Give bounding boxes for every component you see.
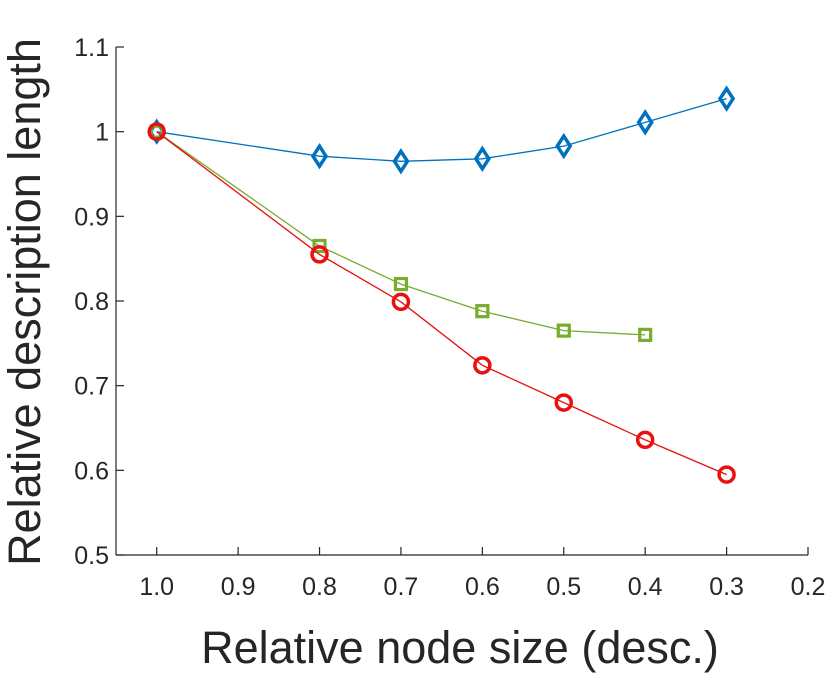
y-tick-label: 0.6 [74, 457, 109, 485]
square-series-point [556, 323, 571, 338]
x-tick-label: 0.9 [221, 573, 256, 601]
circle-series-point [391, 292, 411, 312]
circle-series-point [554, 393, 574, 412]
diamond-series-point [718, 85, 736, 112]
circle-series-point [717, 465, 736, 484]
y-tick-label: 0.7 [74, 373, 109, 401]
square-series-line [156, 131, 646, 336]
diamond-series-point [392, 148, 410, 175]
x-tick-label: 0.6 [465, 573, 500, 601]
circle-series [147, 122, 736, 484]
diamond-series-line [156, 97, 727, 162]
x-tick-label: 0.2 [791, 573, 826, 601]
square-series [149, 124, 653, 342]
y-tick-label: 1.1 [74, 34, 109, 62]
diamond-series-point [555, 132, 573, 160]
diamond-series-point [310, 143, 329, 170]
diamond-series-point [636, 109, 654, 136]
x-tick-label: 0.3 [709, 573, 744, 601]
x-axis-title: Relative node size (desc.) [201, 622, 719, 673]
x-tick-label: 0.5 [546, 573, 581, 601]
y-tick-label: 0.5 [74, 542, 109, 570]
square-series-point [312, 238, 327, 254]
plot-area [147, 85, 736, 484]
circle-series-point [473, 356, 492, 375]
x-tick-label: 1.0 [139, 573, 174, 601]
circle-series-point [310, 245, 329, 264]
square-series-point [393, 276, 409, 292]
y-axis-title: Relative description length [0, 38, 50, 566]
axes: 0.5 0.6 0.7 0.8 0.9 1 1.1 1.0 0.9 0.8 0.7 0.6 0.5 0.4… [74, 34, 825, 601]
x-tick-label: 0.7 [384, 573, 419, 601]
y-tick-label: 0.8 [74, 288, 109, 316]
y-tick-label: 1 [95, 119, 109, 147]
diamond-series [148, 85, 736, 175]
square-series-point [149, 124, 164, 139]
circle-series-line [156, 131, 727, 476]
x-tick-label: 0.4 [628, 573, 663, 601]
x-tick-label: 0.8 [302, 573, 337, 601]
square-series-point [638, 327, 653, 342]
square-series-point [475, 304, 490, 319]
circle-series-point [147, 122, 166, 141]
circle-series-point [635, 430, 655, 450]
diamond-series-point [473, 145, 491, 172]
y-tick-label: 0.9 [74, 203, 109, 231]
